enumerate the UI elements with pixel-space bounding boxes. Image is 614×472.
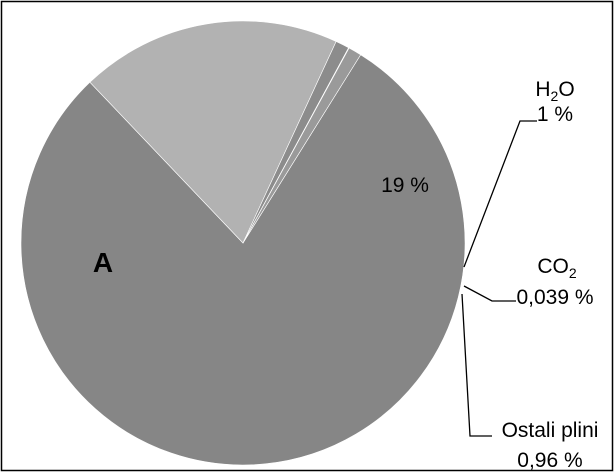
pie-slice-other <box>242 47 362 244</box>
slice-label-a: A <box>93 247 113 278</box>
callout-co2-value: 0,039 % <box>516 286 593 309</box>
pie-slice-a <box>20 54 466 466</box>
callout-h2o-name: H2O <box>535 78 574 104</box>
slice-label-o2: 19 % <box>381 174 429 197</box>
callout-h2o-value: 1 % <box>537 103 573 126</box>
leader-lines <box>461 120 537 437</box>
leader-line-h2o <box>463 120 537 268</box>
callout-other-name: Ostali plini <box>502 419 599 442</box>
leader-line-other <box>461 293 492 437</box>
pie-slices <box>20 20 466 466</box>
callout-co2-name: CO2 <box>537 255 577 281</box>
pie-slice-o2 <box>89 20 337 244</box>
callout-other-value: 0,96 % <box>517 449 582 472</box>
leader-line-co2 <box>463 285 516 302</box>
